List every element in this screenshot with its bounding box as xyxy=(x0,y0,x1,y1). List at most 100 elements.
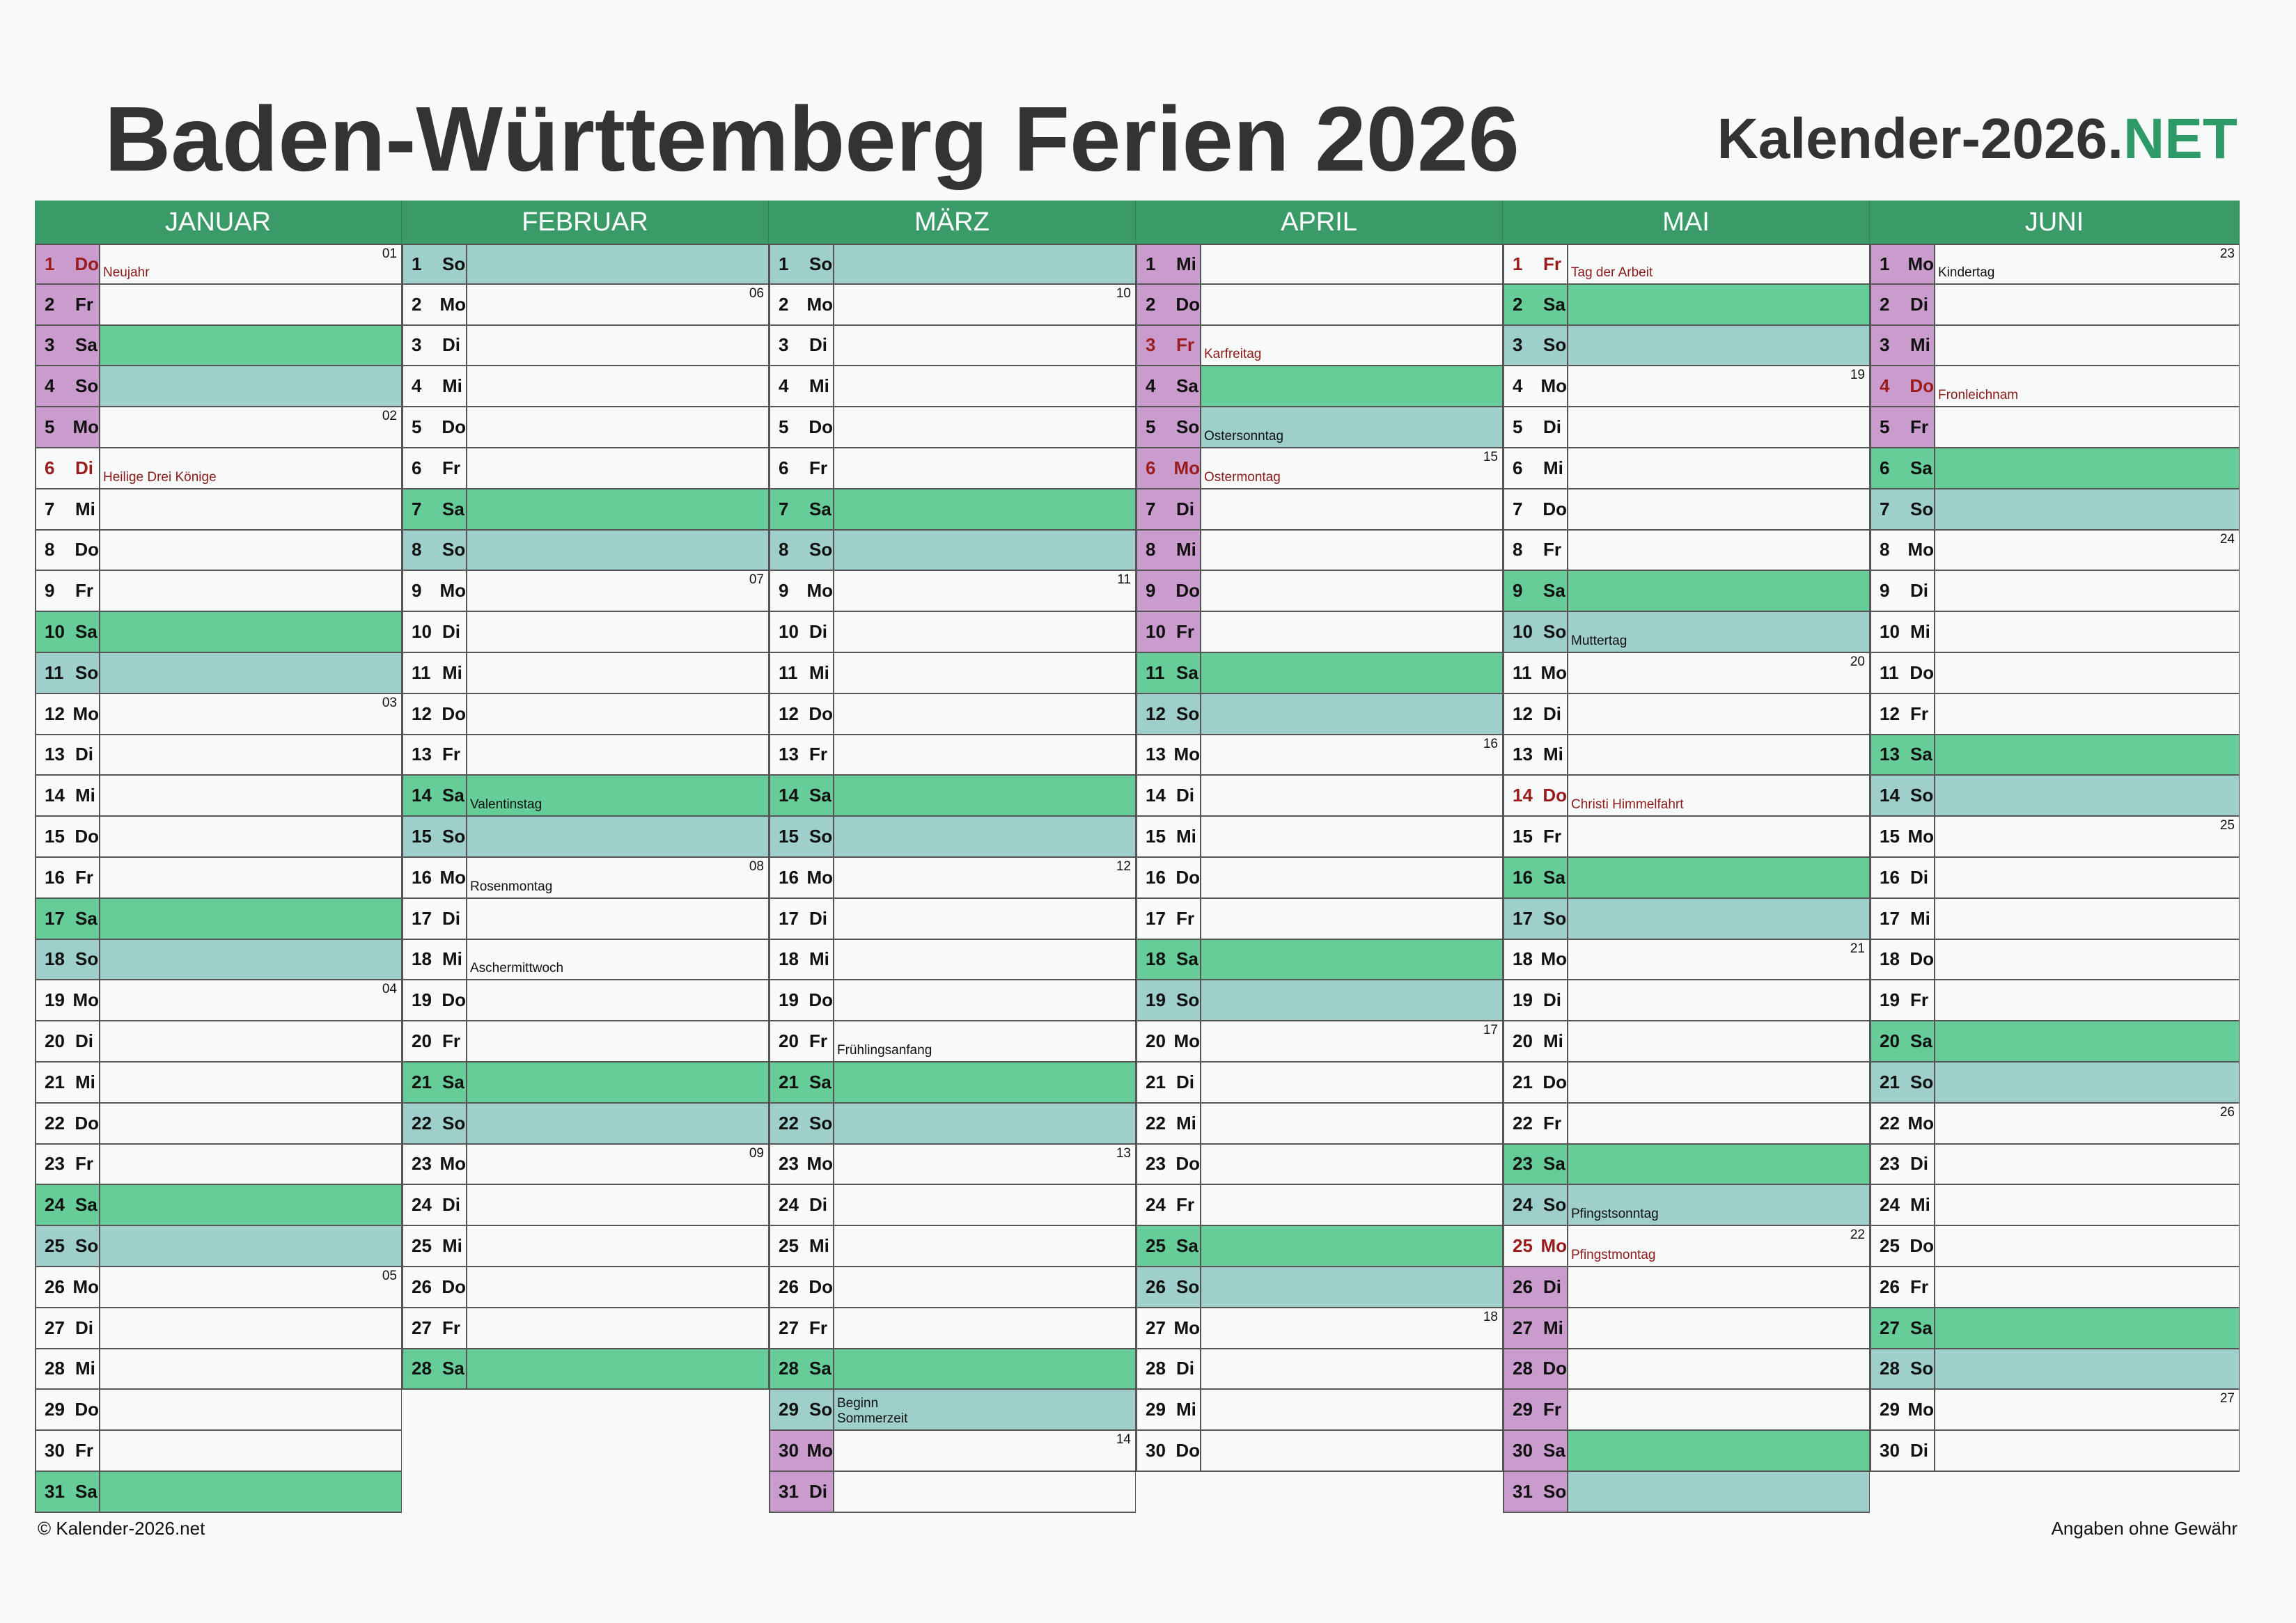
day-label: 18 Mi xyxy=(770,939,834,980)
day-entry xyxy=(1935,980,2239,1020)
day-entry xyxy=(1935,940,2239,980)
weekday: So xyxy=(1176,703,1200,724)
day-number: 9 xyxy=(45,580,55,602)
day-label: 15 Mo xyxy=(1871,817,1935,856)
day-label: 27 Fr xyxy=(770,1308,834,1348)
day-entry: Pfingstsonntag xyxy=(1568,1185,1869,1225)
day-row: 30 Mo 14 xyxy=(769,1431,1136,1472)
day-label: 2 Di xyxy=(1871,284,1935,324)
day-label: 27 Sa xyxy=(1871,1308,1935,1348)
day-entry xyxy=(1935,1145,2239,1184)
day-entry xyxy=(1935,407,2239,447)
day-label: 25 Mi xyxy=(770,1226,834,1266)
day-number: 23 xyxy=(1146,1153,1166,1175)
day-entry xyxy=(467,817,768,856)
day-number: 18 xyxy=(412,948,432,970)
day-label: 12 Do xyxy=(770,693,834,734)
day-label: 13 Di xyxy=(36,735,100,775)
day-entry xyxy=(100,1021,401,1061)
weekday: Mi xyxy=(75,1358,95,1379)
day-row: 1 Mo 23 Kindertag xyxy=(1870,244,2240,285)
day-label: 7 So xyxy=(1871,489,1935,529)
day-entry xyxy=(1935,899,2239,939)
day-note: Heilige Drei Könige xyxy=(103,469,217,485)
day-entry xyxy=(1201,1267,1502,1307)
weekday: Sa xyxy=(442,498,464,519)
day-row: 25 Do xyxy=(1870,1226,2240,1267)
day-label: 28 So xyxy=(1871,1349,1935,1389)
day-number: 16 xyxy=(1880,866,1900,888)
day-number: 2 xyxy=(779,293,789,315)
day-label: 21 Do xyxy=(1504,1062,1568,1102)
day-row: 6 Sa xyxy=(1870,448,2240,489)
weekday: Fr xyxy=(1910,416,1928,438)
day-label: 15 So xyxy=(403,817,467,856)
day-number: 19 xyxy=(779,989,799,1011)
weekday: Fr xyxy=(809,744,827,765)
day-entry xyxy=(1568,735,1869,775)
day-note: Rosenmontag xyxy=(470,879,553,894)
day-label: 4 Mi xyxy=(403,366,467,407)
weekday: Mi xyxy=(75,1071,95,1092)
day-label: 30 Do xyxy=(1137,1431,1201,1471)
day-row: 16 Di xyxy=(1870,857,2240,899)
day-number: 31 xyxy=(779,1480,799,1502)
day-row: 2 Di xyxy=(1870,284,2240,326)
month-days: 1 So 2 Mo 10 3 Di 4 Mi 5 Do 6 Fr 7 Sa 8 So 9 Mo 11 10 Di 11 Mi 1… xyxy=(769,244,1136,1513)
day-number: 1 xyxy=(1146,253,1156,274)
weekday: Fr xyxy=(809,1030,827,1052)
weekday: Mo xyxy=(72,1276,99,1297)
day-row: 21 Mi xyxy=(35,1062,402,1104)
day-row: 15 Mi xyxy=(1136,817,1503,858)
weekday: Sa xyxy=(1910,1317,1932,1338)
day-entry xyxy=(1935,285,2239,324)
weekday: Fr xyxy=(1176,621,1194,643)
day-entry xyxy=(1568,1063,1869,1102)
day-row: 15 Mo 25 xyxy=(1870,817,2240,858)
day-note: Muttertag xyxy=(1571,633,1627,648)
month-header: JUNI xyxy=(1870,201,2240,244)
day-entry xyxy=(834,530,1135,570)
day-label: 29 Do xyxy=(36,1390,100,1430)
day-row: 25 So xyxy=(35,1226,402,1267)
weekday: So xyxy=(442,826,466,847)
day-label: 3 Sa xyxy=(36,325,100,366)
weekday: Sa xyxy=(809,785,831,806)
day-entry xyxy=(834,735,1135,775)
week-number: 02 xyxy=(382,409,397,424)
day-row: 7 Di xyxy=(1136,489,1503,531)
day-entry xyxy=(834,1267,1135,1307)
day-number: 8 xyxy=(412,539,422,560)
day-number: 2 xyxy=(412,293,422,315)
day-number: 14 xyxy=(1513,785,1533,806)
day-entry xyxy=(1568,1431,1869,1471)
day-label: 20 Fr xyxy=(403,1021,467,1061)
day-number: 29 xyxy=(779,1399,799,1420)
day-number: 22 xyxy=(1880,1112,1900,1134)
week-number: 17 xyxy=(1483,1023,1498,1038)
day-row: 4 So xyxy=(35,366,402,408)
day-number: 1 xyxy=(1880,253,1890,274)
brand-accent: NET xyxy=(2123,107,2238,171)
day-row: 10 Di xyxy=(402,612,769,653)
weekday: Mi xyxy=(1910,334,1930,356)
day-label: 4 Do xyxy=(1871,366,1935,407)
day-label: 25 Mo xyxy=(1504,1226,1568,1266)
day-entry xyxy=(834,940,1135,980)
week-number: 24 xyxy=(2219,531,2235,547)
day-entry xyxy=(1201,1226,1502,1266)
weekday: Mo xyxy=(1173,457,1200,478)
week-number: 01 xyxy=(382,246,397,261)
weekday: Sa xyxy=(809,1071,831,1092)
day-number: 4 xyxy=(1146,375,1156,397)
weekday: Di xyxy=(1910,1153,1928,1175)
day-number: 6 xyxy=(1513,457,1523,478)
day-label: 2 Mo xyxy=(770,284,834,324)
day-row: 31 Di xyxy=(769,1471,1136,1513)
day-entry xyxy=(467,1349,768,1389)
week-number: 18 xyxy=(1483,1309,1498,1324)
weekday: Di xyxy=(809,621,827,643)
day-number: 4 xyxy=(412,375,422,397)
day-entry xyxy=(467,1103,768,1143)
day-label: 11 Do xyxy=(1871,652,1935,693)
